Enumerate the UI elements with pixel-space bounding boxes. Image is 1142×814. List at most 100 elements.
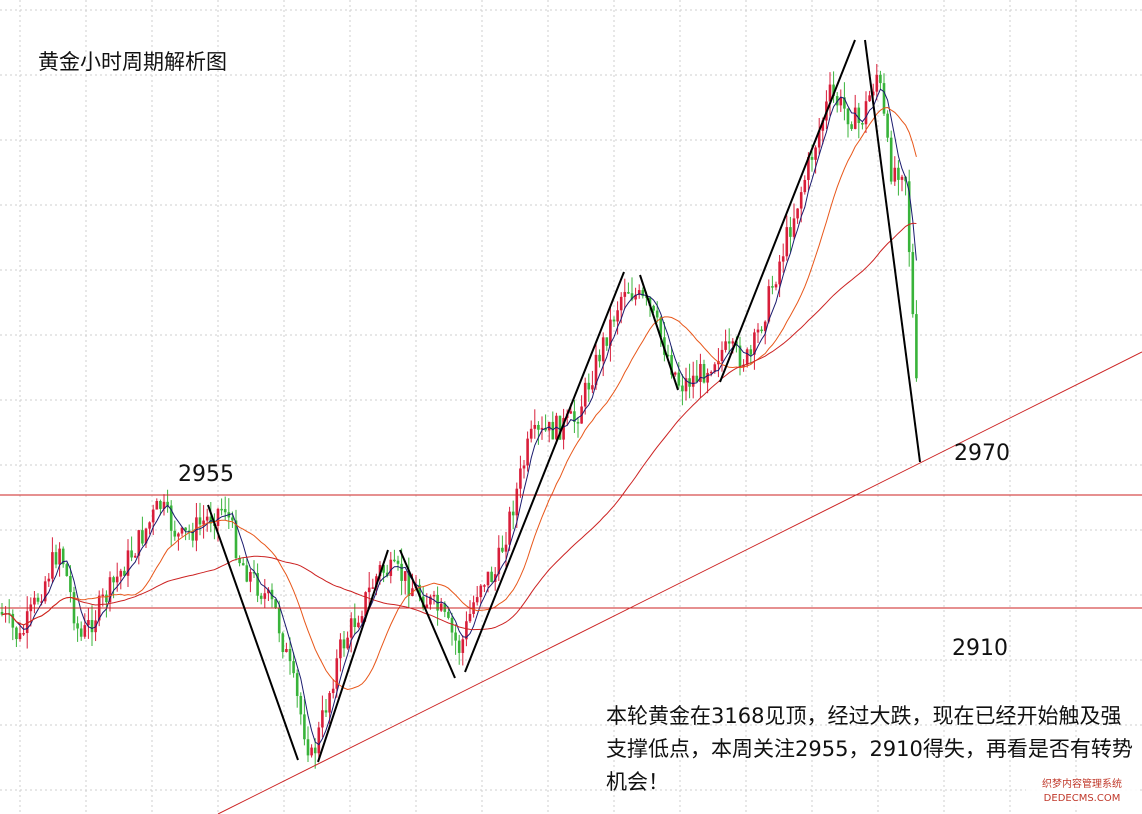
candle-body bbox=[76, 623, 79, 629]
candle-body bbox=[623, 292, 627, 297]
candle-body bbox=[324, 710, 328, 713]
chart-title: 黄金小时周期解析图 bbox=[38, 50, 227, 74]
candle-body bbox=[483, 585, 486, 587]
candle-body bbox=[594, 354, 598, 386]
candle-body bbox=[418, 584, 421, 597]
candle-body bbox=[357, 622, 360, 628]
candle-body bbox=[33, 597, 36, 605]
candle-body bbox=[439, 603, 443, 611]
candle-body bbox=[695, 375, 699, 382]
candle-body bbox=[778, 261, 781, 285]
candle-body bbox=[735, 341, 738, 346]
candle-body bbox=[839, 97, 843, 106]
candle-body bbox=[87, 620, 90, 626]
candle-body bbox=[241, 563, 245, 566]
candle-body bbox=[321, 710, 324, 728]
candle-body bbox=[299, 695, 303, 715]
candle-body bbox=[313, 747, 317, 754]
candle-body bbox=[223, 509, 227, 513]
wave-line bbox=[399, 549, 456, 679]
candle-body bbox=[331, 688, 335, 694]
candle-body bbox=[259, 595, 263, 599]
candle-body bbox=[749, 349, 753, 355]
candle-body bbox=[792, 218, 796, 237]
candle-body bbox=[11, 613, 15, 628]
candle-body bbox=[353, 618, 357, 628]
candle-body bbox=[245, 565, 249, 582]
candle-body bbox=[486, 571, 490, 586]
candle-body bbox=[306, 739, 310, 756]
candle-body bbox=[875, 74, 879, 92]
candle-body bbox=[699, 363, 702, 382]
support-resistance-lines bbox=[0, 351, 1142, 814]
moving-averages bbox=[1, 88, 917, 746]
candle-body bbox=[879, 74, 882, 84]
candle-body bbox=[760, 329, 763, 332]
candle-body bbox=[774, 284, 778, 288]
candle-body bbox=[137, 530, 141, 556]
candle-body bbox=[105, 594, 108, 603]
candle-body bbox=[670, 355, 673, 375]
candle-body bbox=[540, 427, 544, 430]
candle-body bbox=[627, 292, 630, 294]
candle-body bbox=[454, 632, 457, 641]
candle-body bbox=[493, 574, 497, 582]
candle-body bbox=[450, 617, 454, 633]
candle-body bbox=[346, 637, 349, 649]
candle-body bbox=[54, 552, 58, 565]
candle-body bbox=[709, 371, 713, 374]
candle-body bbox=[666, 354, 670, 357]
candle-body bbox=[169, 505, 173, 531]
candle-body bbox=[115, 576, 119, 583]
candle-body bbox=[277, 608, 281, 634]
candle-body bbox=[817, 130, 821, 148]
candle-body bbox=[101, 594, 105, 597]
candle-body bbox=[151, 509, 155, 523]
candle-body bbox=[533, 424, 537, 429]
candle-body bbox=[79, 628, 83, 637]
candle-body bbox=[130, 550, 133, 558]
watermark: 织梦内容管理系统 DEDECMS.COM bbox=[1026, 778, 1138, 808]
moving-average-line bbox=[1, 106, 917, 691]
watermark-line1: 织梦内容管理系统 bbox=[1042, 779, 1122, 790]
candle-body bbox=[58, 548, 61, 565]
candle-body bbox=[828, 84, 832, 102]
candle-body bbox=[288, 649, 292, 662]
candle-body bbox=[519, 468, 522, 489]
candle-body bbox=[479, 585, 483, 598]
candle-body bbox=[119, 570, 123, 577]
candle-body bbox=[270, 589, 274, 600]
candle-body bbox=[753, 332, 756, 355]
candle-body bbox=[882, 83, 886, 114]
moving-average-line bbox=[1, 222, 917, 631]
candle-body bbox=[159, 500, 162, 509]
candle-body bbox=[724, 341, 727, 350]
candle-body bbox=[148, 522, 151, 529]
candle-body bbox=[529, 428, 533, 439]
candle-body bbox=[803, 179, 807, 193]
candle-body bbox=[231, 517, 234, 521]
candle-body bbox=[274, 599, 277, 609]
candle-body bbox=[832, 84, 835, 97]
wave-line bbox=[719, 39, 856, 383]
candle-body bbox=[177, 533, 180, 537]
candle-body bbox=[702, 363, 706, 383]
candle-body bbox=[234, 520, 238, 559]
candle-body bbox=[605, 337, 609, 346]
candle-body bbox=[396, 560, 400, 564]
candle-body bbox=[691, 375, 695, 387]
candle-body bbox=[871, 91, 875, 96]
candle-body bbox=[47, 578, 51, 582]
candle-body bbox=[537, 424, 540, 430]
candle-body bbox=[447, 611, 450, 618]
candle-body bbox=[263, 593, 267, 599]
candle-body bbox=[389, 559, 393, 576]
candle-body bbox=[249, 571, 252, 582]
candle-body bbox=[504, 544, 508, 552]
candle-body bbox=[285, 649, 288, 653]
candle-body bbox=[220, 508, 223, 511]
candle-body bbox=[385, 572, 389, 576]
candle-body bbox=[583, 382, 587, 407]
